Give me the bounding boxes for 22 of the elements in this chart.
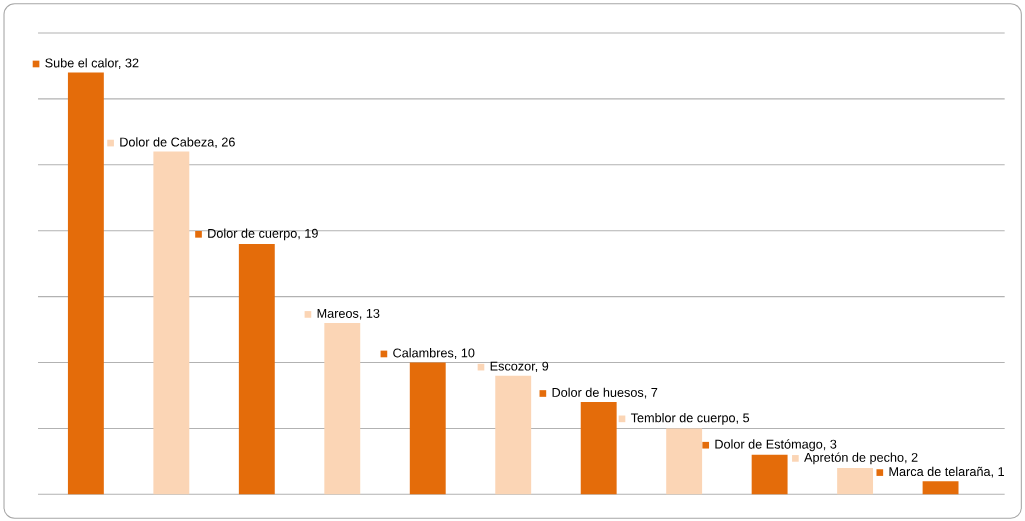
data-label: Apretón de pecho, 2 <box>804 452 918 465</box>
data-label: Escozor, 9 <box>490 361 549 373</box>
data-label: Mareos, 13 <box>317 308 380 320</box>
data-label: Dolor de Cabeza, 26 <box>120 137 235 149</box>
data-label: Calambres, 10 <box>393 348 475 359</box>
bar <box>67 72 104 495</box>
data-label: Marca de telaraña, 1 <box>889 466 1004 478</box>
data-label: Sube el calor, 32 <box>45 58 139 69</box>
data-label: Dolor de Estómago, 3 <box>715 439 837 452</box>
data-label: Temblor de cuerpo, 5 <box>630 413 750 425</box>
bar <box>837 467 874 495</box>
bar <box>751 454 788 495</box>
bar <box>324 322 361 495</box>
bar <box>495 375 532 495</box>
data-label: Dolor de cuerpo, 19 <box>208 228 318 241</box>
bar <box>580 402 617 495</box>
data-label: Dolor de huesos, 7 <box>552 387 658 399</box>
bar <box>922 481 959 495</box>
bar <box>666 428 703 495</box>
bar <box>238 243 275 495</box>
bar <box>409 362 446 495</box>
bar <box>153 151 190 495</box>
